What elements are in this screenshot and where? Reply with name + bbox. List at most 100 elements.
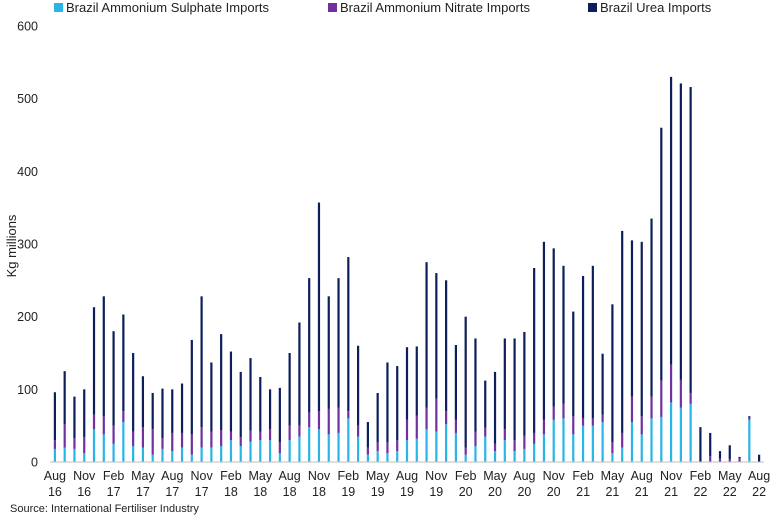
bar-segment [425,262,428,408]
x-tick-label-year: 16 [77,485,91,499]
bar-segment [474,446,477,462]
bar-segment [533,432,536,444]
bar-segment [728,445,731,460]
bar-segment [229,351,233,432]
bar-segment [308,278,311,413]
bar-segment [454,419,457,433]
x-tick-label-month: Nov [660,469,683,483]
bar-segment [259,376,262,432]
bar-segment [122,422,125,462]
bar-segment [112,443,115,462]
x-tick-label-month: May [366,469,390,483]
bar-segment [376,442,379,452]
bar-segment [474,338,477,432]
bar-segment [288,425,291,441]
bar-segment [689,392,692,404]
bar-segment [640,416,643,435]
x-tick-label-month: Feb [338,469,360,483]
bar-segment [278,387,281,443]
bar-segment [718,458,722,462]
x-tick-label-year: 17 [165,485,179,499]
y-axis-ticks: 0 100 200 300 400 500 600 [17,20,38,470]
x-tick-label-year: 21 [576,485,590,499]
bar-segment [669,364,673,403]
bar-segment [83,453,86,462]
bar-segment [141,427,145,448]
bar-segment [347,418,350,462]
bar-segment [278,453,281,462]
bar-segment [542,419,546,435]
x-tick-label-month: Aug [44,469,66,483]
bar-segment [210,431,213,448]
bar-segment [748,417,751,420]
bar-segment [366,422,369,448]
bar-segment [415,438,418,462]
bar-segment [425,407,428,430]
bar-segment [621,432,624,448]
x-tick-label-year: 20 [547,485,561,499]
x-tick-label-year: 20 [488,485,502,499]
bar-segment [151,429,154,455]
bar-segment [317,411,321,430]
x-tick-label-year: 20 [459,485,473,499]
bar-segment [601,422,604,462]
bar-segment [454,432,457,462]
bar-segment [112,425,115,444]
bar-segment [591,265,594,419]
bar-segment [758,454,761,462]
x-tick-label-year: 19 [371,485,385,499]
bar-segment [523,331,526,436]
bar-segment [83,437,86,454]
bar-segment [347,257,350,412]
bar-segment [493,443,497,452]
x-tick-label-month: Feb [220,469,242,483]
bar-segment [220,446,223,462]
bar-segment [288,440,291,462]
bar-segment [669,76,673,365]
bar-segment [73,396,76,439]
bar-segment [132,446,135,462]
bar-segment [660,380,663,417]
bar-segment [386,453,389,462]
bar-segment [474,431,477,447]
bar-segment [552,406,555,420]
bar-segment [493,451,497,462]
bar-segment [220,430,223,447]
bar-segment [112,331,115,426]
bar-segment [405,419,409,441]
x-tick-label-month: Aug [631,469,653,483]
bar-segment [268,440,272,462]
x-tick-label-month: Aug [513,469,535,483]
y-tick-label: 0 [31,456,38,470]
bar-segment [308,427,311,462]
bar-segment [239,371,242,438]
bar-segment [581,425,585,462]
bar-segment [327,408,330,435]
bar-segment [239,437,242,447]
bar-segment [562,403,565,419]
bar-segment [171,389,174,433]
bar-segment [259,431,262,441]
bar-segment [523,435,526,449]
bar-segment [523,448,526,462]
bar-segment [141,376,145,428]
bar-segment [484,380,487,428]
bar-segment [366,447,369,455]
y-tick-label: 500 [17,92,38,106]
bar-segment [366,454,369,462]
bar-segment [73,438,76,449]
x-axis-ticks: Aug 16 Nov 16 Feb 17 May 17 Aug 17 Nov 17 Feb 18 May 18… [44,469,770,499]
x-tick-label-year: 18 [312,485,326,499]
bar-segment [53,440,56,449]
legend-swatch [54,3,63,12]
bar-segment [445,411,448,425]
bar-segment [268,429,272,441]
bar-segment [171,432,174,452]
bar-segment [738,458,741,462]
bar-segment [337,432,340,462]
bar-segment [581,418,585,426]
bars [53,76,761,462]
legend-label: Brazil Ammonium Nitrate Imports [340,0,530,15]
bar-segment [386,362,389,443]
bar-segment [572,416,575,435]
